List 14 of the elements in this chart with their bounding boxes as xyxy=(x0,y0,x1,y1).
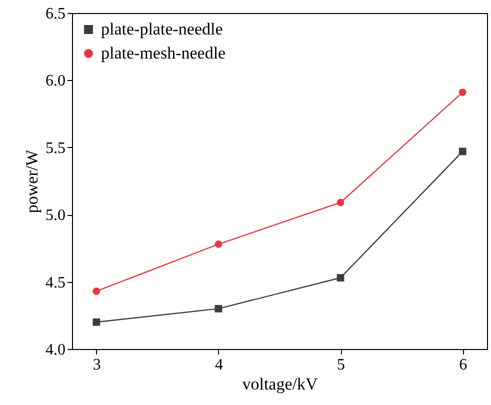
x-tick-label: 5 xyxy=(337,356,346,374)
legend-label: plate-mesh-needle xyxy=(101,44,226,62)
y-tick-label: 5.5 xyxy=(46,140,66,157)
y-tick-label: 6.5 xyxy=(46,6,66,22)
y-tick-label: 4.0 xyxy=(46,342,66,358)
x-tick-label: 6 xyxy=(459,356,468,374)
y-tick-label: 5.0 xyxy=(46,207,66,224)
x-axis-title: voltage/kV xyxy=(242,374,318,394)
x-tick-label: 3 xyxy=(92,356,101,374)
x-tick-label: 4 xyxy=(214,356,223,374)
y-tick-label: 6.0 xyxy=(46,72,66,90)
y-axis-title: power/W xyxy=(22,148,42,214)
legend-label: plate-plate-needle xyxy=(101,20,223,38)
y-tick-label: 4.5 xyxy=(46,274,66,292)
